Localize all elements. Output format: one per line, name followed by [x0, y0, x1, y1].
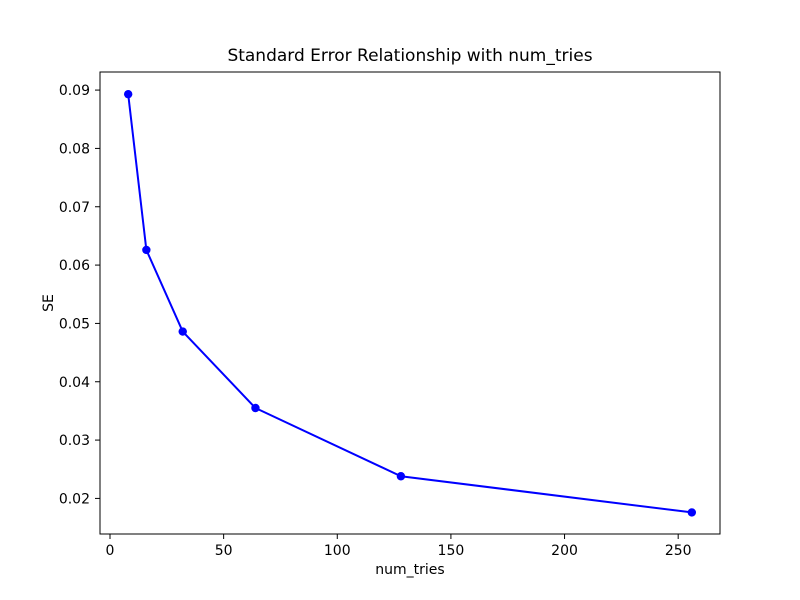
data-series	[123, 89, 697, 517]
x-axis-ticks: 0 50 100 150 200 250	[106, 534, 692, 559]
plot-area	[99, 71, 721, 535]
y-axis-label: SE	[41, 294, 57, 312]
y-tick-label: 0.04	[59, 375, 90, 391]
y-tick-label: 0.09	[59, 83, 90, 99]
x-tick-label: 0	[106, 543, 115, 559]
y-tick-label: 0.06	[59, 258, 90, 274]
data-point	[687, 508, 697, 517]
x-axis-label: num_tries	[375, 562, 444, 578]
data-point	[251, 403, 260, 413]
data-point	[396, 472, 406, 481]
y-axis-ticks: 0.02 0.03 0.04 0.05 0.06 0.07 0.08 0.09	[59, 83, 100, 507]
y-tick-label: 0.07	[59, 200, 90, 216]
y-tick-label: 0.02	[59, 491, 90, 507]
x-tick-label: 50	[215, 543, 233, 559]
x-tick-label: 100	[324, 543, 351, 559]
data-point	[142, 245, 151, 255]
y-tick-label: 0.08	[59, 141, 90, 157]
y-tick-label: 0.03	[59, 433, 90, 449]
x-tick-label: 250	[665, 543, 692, 559]
data-point	[123, 89, 133, 99]
data-point	[178, 327, 187, 336]
chart-title: Standard Error Relationship with num_tri…	[227, 46, 592, 66]
x-tick-label: 150	[438, 543, 465, 559]
x-tick-label: 200	[551, 543, 578, 559]
y-tick-label: 0.05	[59, 316, 90, 332]
data-line	[127, 93, 693, 514]
